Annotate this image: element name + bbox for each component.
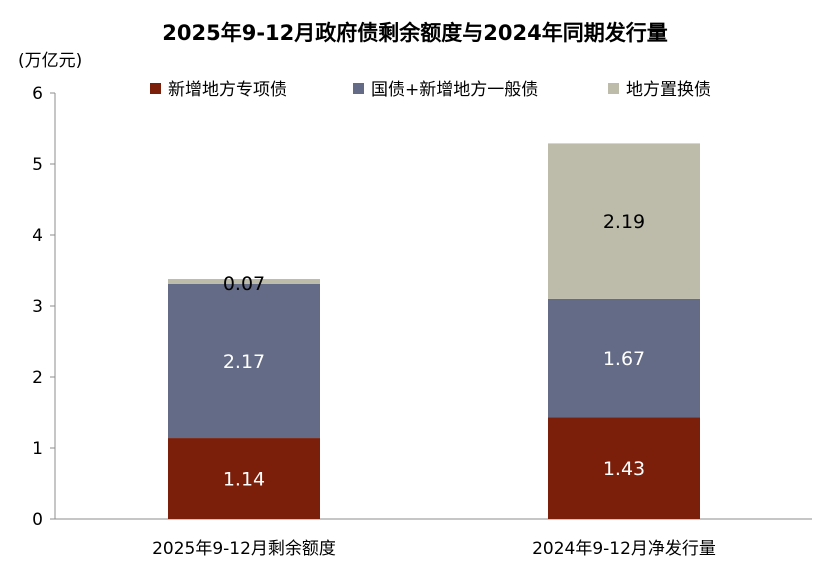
legend-swatch: [353, 83, 364, 94]
legend-entry: 新增地方专项债: [168, 80, 287, 100]
legend-swatch: [150, 83, 161, 94]
x-tick-label: 2024年9-12月净发行量: [532, 539, 716, 559]
bar-segment: [168, 283, 320, 439]
bar-segment: [548, 298, 700, 418]
legend: 新增地方专项债 国债+新增地方一般债 地方置换债: [150, 80, 711, 100]
bar-segment: [548, 143, 700, 299]
y-tick-label: 5: [32, 155, 43, 175]
data-label: 2.17: [223, 351, 265, 373]
legend-entry: 国债+新增地方一般债: [371, 80, 538, 100]
bar-segment: [168, 279, 320, 284]
unit-label: (万亿元): [18, 51, 82, 71]
data-label: 0.07: [223, 273, 265, 295]
data-label: 2.19: [603, 211, 645, 233]
legend-swatch: [608, 83, 619, 94]
y-tick-label: 0: [32, 510, 43, 530]
axes: 0 1 2 3 4 5 6 2025年9-12月剩余额度 2024年9-12月净发行量: [32, 84, 812, 559]
data-label: 1.14: [223, 469, 265, 491]
y-tick-label: 3: [32, 297, 43, 317]
data-label: 1.67: [603, 348, 645, 370]
data-labels: 1.14 2.17 0.07 1.43 1.67 2.19: [223, 211, 645, 490]
y-tick-label: 4: [32, 226, 43, 246]
bar-segment: [548, 417, 700, 519]
data-label: 1.43: [603, 458, 645, 480]
y-tick-label: 2: [32, 368, 43, 388]
x-tick-label: 2025年9-12月剩余额度: [152, 539, 336, 559]
y-tick-label: 6: [32, 84, 43, 104]
bars: [168, 143, 700, 519]
legend-entry: 地方置换债: [626, 80, 711, 100]
chart-title: 2025年9-12月政府债剩余额度与2024年同期发行量: [162, 21, 667, 45]
y-tick-label: 1: [32, 439, 43, 459]
bar-segment: [168, 438, 320, 519]
